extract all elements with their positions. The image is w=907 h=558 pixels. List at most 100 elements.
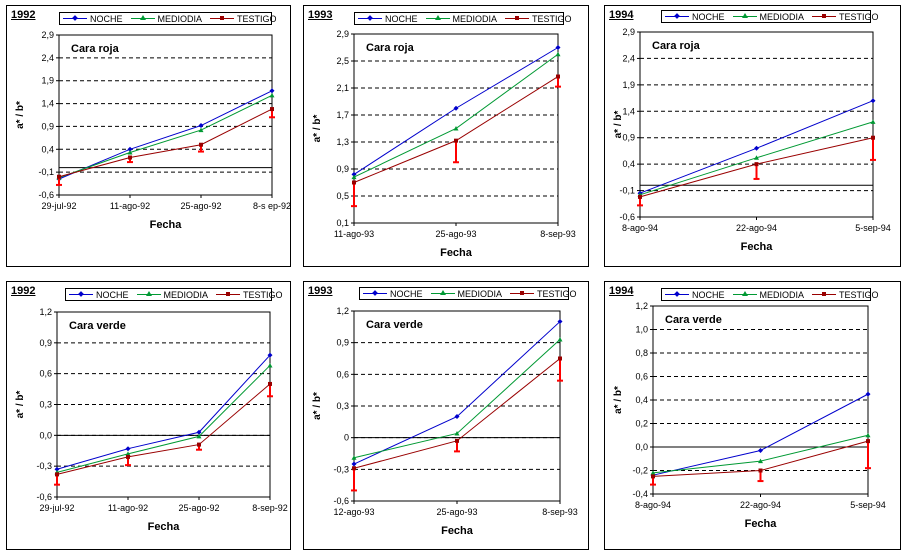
legend-swatch: [812, 12, 837, 21]
legend-item-noche: NOCHE: [665, 12, 725, 22]
legend-label: MEDIODIA: [759, 289, 805, 300]
y-tick-label: 0,3: [336, 401, 349, 411]
y-axis-label: a* / b*: [312, 392, 323, 420]
legend-swatch: [430, 289, 455, 298]
y-tick-label: 2,1: [336, 83, 349, 93]
y-tick-label: 0,4: [41, 144, 54, 154]
year-label: 1994: [609, 9, 634, 21]
data-point-mediodia: [196, 433, 202, 439]
x-tick-label: 8-sep-92: [252, 503, 288, 513]
y-tick-label: -0,2: [632, 466, 648, 476]
y-tick-label: 1,9: [41, 76, 54, 86]
legend-item-noche: NOCHE: [665, 290, 725, 300]
data-point-testigo: [126, 454, 130, 459]
year-label: 1993: [308, 285, 333, 297]
data-point-noche: [267, 352, 273, 358]
x-tick-label: 8-s ep-92: [253, 201, 290, 211]
legend-item-testigo: TESTIGO: [812, 290, 879, 300]
y-tick-label: 0,1: [336, 218, 349, 228]
chart-svg: 0,1 0,5 0,9 1,3 1,7 2,1 2,5 2,9 11-ago-93 25-ago-…: [312, 29, 576, 259]
legend-label: MEDIODIA: [157, 13, 203, 24]
x-tick-label: 25-ago-92: [180, 201, 221, 211]
y-tick-label: 0,5: [336, 191, 349, 201]
y-tick-label: 0,9: [336, 164, 349, 174]
x-tick-label: 8-sep-93: [540, 229, 576, 239]
x-tick-label: 22-ago-94: [736, 223, 777, 233]
data-point-mediodia: [865, 432, 871, 438]
y-tick-label: 0,8: [635, 348, 648, 358]
data-point-testigo: [758, 468, 763, 473]
chart-title: Cara roja: [366, 42, 415, 54]
y-tick-label: 0,3: [39, 400, 52, 410]
data-point-mediodia: [754, 155, 759, 160]
data-point-mediodia: [758, 458, 763, 464]
y-tick-label: 2,9: [336, 29, 349, 39]
data-point-testigo: [199, 142, 203, 147]
data-point-testigo: [754, 162, 759, 167]
legend-label: NOCHE: [692, 11, 725, 22]
legend-item-noche: NOCHE: [358, 14, 418, 24]
year-label: 1992: [11, 9, 36, 21]
data-point-mediodia: [269, 92, 275, 98]
x-axis-label: Fecha: [441, 525, 474, 537]
legend-label: NOCHE: [692, 289, 725, 300]
chart-svg: -0,6 -0,3 0 0,3 0,6 0,9 1,2 12-ago-93 25-ago-93 8…: [312, 306, 578, 537]
series-line-testigo: [56, 383, 271, 475]
y-tick-label: 2,4: [622, 53, 635, 63]
data-point-testigo: [352, 180, 356, 185]
x-tick-label: 11-ago-92: [110, 201, 150, 211]
legend-swatch: [812, 290, 837, 299]
data-point-mediodia: [453, 126, 459, 131]
legend-item-testigo: TESTIGO: [510, 289, 577, 299]
legend-label: MEDIODIA: [759, 11, 805, 22]
chart-title: Cara verde: [69, 320, 126, 332]
year-label: 1994: [609, 285, 634, 297]
legend-swatch: [665, 290, 689, 299]
x-axis-label: Fecha: [148, 521, 181, 533]
data-point-mediodia: [125, 451, 131, 456]
legend-swatch: [505, 14, 530, 23]
chart-svg: -0,4 -0,2 0,0 0,2 0,4 0,6 0,8 1,0 1,2 8-ago-94 22-…: [613, 301, 886, 530]
legend-item-mediodia: MEDIODIA: [732, 11, 805, 22]
y-tick-label: 1,4: [622, 106, 635, 116]
y-tick-label: 0,4: [635, 395, 648, 405]
legend-item-noche: NOCHE: [363, 289, 423, 299]
y-axis-label: a* / b*: [312, 115, 323, 143]
x-tick-label: 5-sep-94: [850, 500, 886, 510]
chart-panel-1993-cara-roja: 1993 NOCHE MEDIODIA TESTIGO 0,1 0,5 0,9 1,3 1,7 2…: [303, 5, 589, 267]
data-point-testigo: [352, 466, 356, 471]
data-point-noche: [125, 446, 131, 452]
plot-area: [56, 311, 271, 498]
data-point-mediodia: [555, 51, 561, 57]
x-tick-label: 8-sep-93: [542, 507, 578, 517]
data-point-noche: [454, 414, 460, 420]
y-tick-label: 0: [344, 433, 349, 443]
y-tick-label: -0,4: [632, 489, 648, 499]
y-axis-label: a* / b*: [613, 111, 624, 139]
chart-svg: -0,6 -0,1 0,4 0,9 1,4 1,9 2,4 2,9 29-jul-92 11-ag…: [15, 30, 290, 231]
legend-label: TESTIGO: [237, 13, 277, 24]
y-tick-label: 0,0: [635, 442, 648, 452]
chart-panel-1994-cara-verde: 1994 NOCHE MEDIODIA TESTIGO -0,4 -0,2 0,0 0,2 0,…: [604, 281, 901, 550]
x-tick-label: 25-ago-92: [178, 503, 219, 513]
data-point-mediodia: [454, 430, 460, 436]
y-tick-label: 2,5: [336, 56, 349, 66]
legend-swatch: [510, 289, 535, 298]
y-tick-label: 0,9: [622, 133, 635, 143]
data-point-mediodia: [351, 455, 357, 460]
data-point-testigo: [866, 439, 870, 444]
legend-label: MEDIODIA: [457, 288, 503, 299]
x-tick-label: 22-ago-94: [740, 500, 781, 510]
y-tick-label: 0,9: [336, 338, 349, 348]
y-tick-label: 0,9: [41, 121, 54, 131]
legend-swatch: [363, 289, 387, 298]
legend: NOCHE MEDIODIA TESTIGO: [354, 12, 572, 25]
data-point-testigo: [128, 155, 132, 160]
legend-swatch: [425, 14, 450, 23]
data-point-testigo: [197, 442, 201, 447]
legend-swatch: [69, 290, 93, 299]
data-point-noche: [758, 448, 763, 454]
legend-swatch: [210, 14, 235, 23]
legend-item-testigo: TESTIGO: [812, 12, 879, 22]
legend-label: TESTIGO: [243, 289, 283, 300]
